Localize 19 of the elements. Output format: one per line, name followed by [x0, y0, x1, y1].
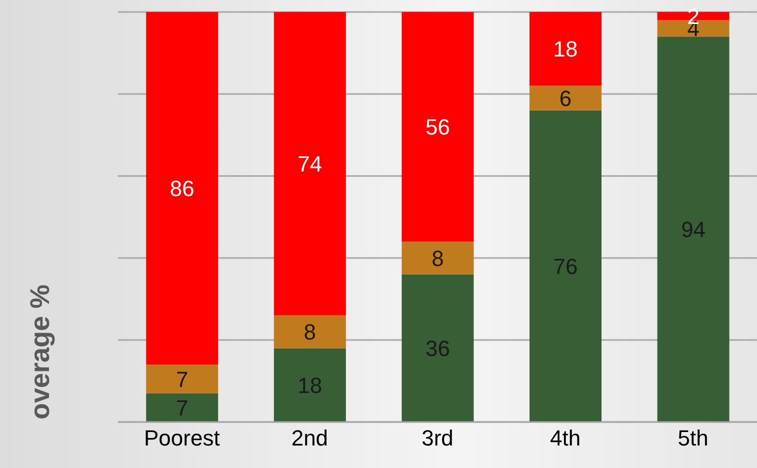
- data-label: 6: [559, 86, 572, 111]
- data-label: 56: [425, 114, 450, 140]
- x-tick-label: 4th: [550, 426, 581, 451]
- data-label: 18: [298, 372, 322, 398]
- data-label: 8: [432, 246, 444, 271]
- data-label: 36: [425, 336, 450, 362]
- y-axis-title: overage %: [25, 284, 55, 420]
- data-label: 74: [298, 152, 322, 177]
- data-label: 18: [553, 36, 578, 62]
- x-tick-label: 5th: [678, 426, 708, 451]
- x-tick-label: 2nd: [291, 426, 328, 451]
- data-label: 94: [681, 217, 706, 242]
- data-label: 76: [553, 254, 578, 280]
- data-label: 7: [176, 366, 188, 392]
- data-label: 8: [304, 320, 316, 345]
- data-label: 7: [176, 395, 188, 420]
- data-label: 86: [170, 176, 194, 202]
- x-tick-label: Poorest: [144, 426, 220, 451]
- x-tick-label: 3rd: [422, 426, 454, 451]
